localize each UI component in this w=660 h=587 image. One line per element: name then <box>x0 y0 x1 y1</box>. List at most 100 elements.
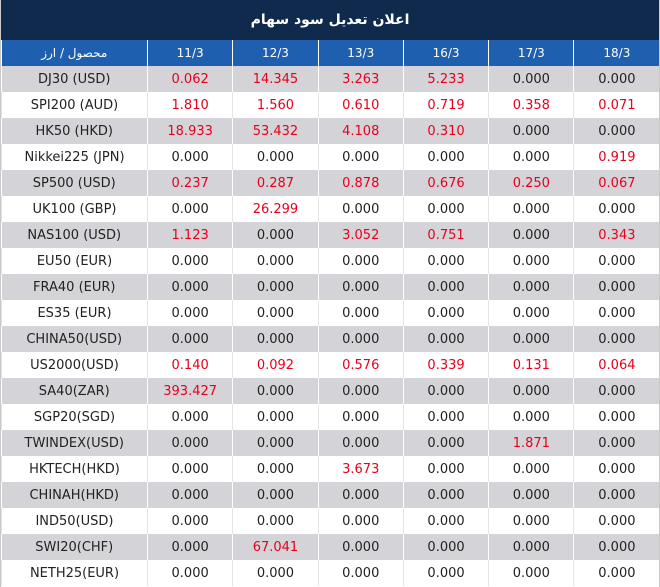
table-row: HKTECH(HKD) 0.000 0.000 3.673 0.000 0.000 0.00… <box>1 456 660 482</box>
table-row: FRA40 (EUR) 0.000 0.000 0.000 0.000 0.000 0.00… <box>1 274 660 300</box>
dividend-value: 0.000 <box>146 274 233 300</box>
dividend-value: 0.250 <box>488 170 574 196</box>
instrument-name: ES35 (EUR) <box>1 300 148 326</box>
instrument-name: TWINDEX(USD) <box>24 435 124 451</box>
instrument-name: SGP20(SGD) <box>1 404 148 430</box>
table-row: DJ30 (USD) 0.062 14.345 3.263 5.233 0.000 0.00… <box>1 66 660 92</box>
dividend-value: 0.067 <box>573 170 660 196</box>
dividend-value: 0.000 <box>317 482 404 508</box>
dividend-value: 3.673 <box>317 456 404 482</box>
table-row: SA40(ZAR) 393.427 0.000 0.000 0.000 0.000 0.00… <box>1 378 660 404</box>
table-row: CHINA50(USD) 0.000 0.000 0.000 0.000 0.000 0.0… <box>1 326 660 352</box>
dividend-value: 0.751 <box>402 222 489 248</box>
dividend-value: 0.576 <box>317 352 404 378</box>
dividend-value: 0.358 <box>488 92 574 118</box>
instrument-name: SP500 (USD) <box>32 175 116 191</box>
dividend-value: 1.560 <box>232 92 319 118</box>
table-row: SP500 (USD) 0.237 0.287 0.878 0.676 0.250 0.06… <box>1 170 660 196</box>
dividend-value: 0.000 <box>573 482 660 508</box>
column-header-date: 12/3 <box>232 40 319 66</box>
dividend-value: 0.919 <box>573 144 660 170</box>
dividend-value: 0.000 <box>573 560 660 586</box>
dividend-value: 0.000 <box>402 456 489 482</box>
dividend-value: 1.810 <box>146 92 233 118</box>
dividend-value: 0.000 <box>488 196 574 222</box>
table-row: TWINDEX(USD) 0.000 0.000 0.000 0.000 1.871 0.0… <box>1 430 660 456</box>
dividend-value: 0.339 <box>402 352 489 378</box>
column-header-date: 11/3 <box>146 40 233 66</box>
instrument-name: SWI20(CHF) <box>35 539 114 555</box>
page-title: اعلان تعديل سود سهام <box>1 0 659 40</box>
dividend-value: 0.000 <box>317 378 404 404</box>
dividend-value: 3.052 <box>317 222 404 248</box>
instrument-name: NETH25(EUR) <box>1 560 148 586</box>
instrument-name: UK100 (GBP) <box>1 196 148 222</box>
table-row: NETH25(EUR) 0.000 0.000 0.000 0.000 0.000 0.00… <box>1 560 660 586</box>
dividend-value: 0.000 <box>146 482 233 508</box>
dividend-value: 4.108 <box>317 118 404 144</box>
dividend-value: 0.000 <box>146 456 233 482</box>
dividend-value: 0.000 <box>402 378 489 404</box>
dividend-value: 0.000 <box>232 274 319 300</box>
dividend-value: 0.000 <box>402 326 489 352</box>
dividend-value: 0.000 <box>146 404 233 430</box>
dividend-value: 0.000 <box>573 378 660 404</box>
dividend-value: 0.140 <box>146 352 233 378</box>
table-row: UK100 (GBP) 0.000 26.299 0.000 0.000 0.000 0.0… <box>1 196 660 222</box>
instrument-name: Nikkei225 (JPN) <box>1 144 148 170</box>
dividend-value: 0.000 <box>232 378 319 404</box>
dividend-value: 0.343 <box>573 222 660 248</box>
column-header-date: 18/3 <box>573 40 660 66</box>
dividend-value: 0.310 <box>402 118 489 144</box>
instrument-name: US2000(USD) <box>1 352 148 378</box>
dividend-value: 0.000 <box>232 560 319 586</box>
dividend-value: 18.933 <box>146 118 233 144</box>
dividend-value: 0.000 <box>146 300 233 326</box>
dividend-value: 0.000 <box>488 248 574 274</box>
dividend-value: 0.676 <box>402 170 489 196</box>
dividend-value: 0.131 <box>488 352 574 378</box>
dividend-value: 0.000 <box>488 378 574 404</box>
dividend-value: 0.000 <box>146 196 233 222</box>
table-row: ES35 (EUR) 0.000 0.000 0.000 0.000 0.000 0.000 <box>1 300 660 326</box>
dividend-value: 0.000 <box>232 144 319 170</box>
dividend-value: 0.000 <box>488 144 574 170</box>
dividend-value: 0.000 <box>146 144 233 170</box>
dividend-value: 0.000 <box>402 404 489 430</box>
column-header-date: 17/3 <box>488 40 574 66</box>
dividend-value: 0.000 <box>317 300 404 326</box>
dividend-value: 0.000 <box>402 482 489 508</box>
dividend-table: محصول / ارز 11/3 12/3 13/3 16/3 17/3 18/… <box>1 40 660 586</box>
table-row: CHINAH(HKD) 0.000 0.000 0.000 0.000 0.000 0.00… <box>1 482 660 508</box>
dividend-value: 0.000 <box>232 508 319 534</box>
dividend-value: 0.000 <box>402 560 489 586</box>
table-row: SPI200 (AUD) 1.810 1.560 0.610 0.719 0.358 0.0… <box>1 92 660 118</box>
dividend-value: 67.041 <box>232 534 319 560</box>
table-row: SGP20(SGD) 0.000 0.000 0.000 0.000 0.000 0.000 <box>1 404 660 430</box>
dividend-value: 0.000 <box>232 300 319 326</box>
dividend-value: 0.000 <box>573 66 660 92</box>
dividend-value: 0.064 <box>573 352 660 378</box>
dividend-value: 0.000 <box>573 196 660 222</box>
dividend-value: 0.000 <box>146 430 233 456</box>
dividend-value: 0.000 <box>488 534 574 560</box>
dividend-value: 0.237 <box>146 170 233 196</box>
dividend-value: 0.000 <box>573 300 660 326</box>
dividend-value: 3.263 <box>317 66 404 92</box>
dividend-value: 0.000 <box>573 430 660 456</box>
instrument-name: CHINA50(USD) <box>26 331 123 347</box>
dividend-value: 0.000 <box>402 274 489 300</box>
dividend-value: 0.000 <box>146 326 233 352</box>
dividend-value: 1.123 <box>146 222 233 248</box>
dividend-value: 0.000 <box>317 274 404 300</box>
dividend-value: 0.878 <box>317 170 404 196</box>
dividend-value: 0.000 <box>573 248 660 274</box>
dividend-value: 0.092 <box>232 352 319 378</box>
dividend-value: 0.000 <box>402 144 489 170</box>
column-header-date: 16/3 <box>402 40 489 66</box>
dividend-value: 0.000 <box>402 534 489 560</box>
dividend-value: 0.000 <box>317 534 404 560</box>
dividend-value: 0.000 <box>488 482 574 508</box>
dividend-value: 0.000 <box>317 196 404 222</box>
